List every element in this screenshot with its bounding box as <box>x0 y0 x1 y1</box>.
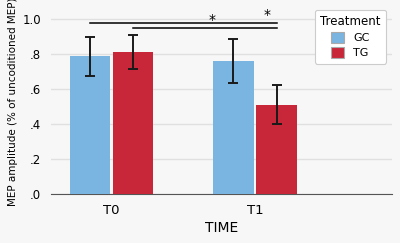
Bar <box>256 105 297 194</box>
Bar <box>213 61 254 194</box>
Legend: GC, TG: GC, TG <box>314 10 386 63</box>
Y-axis label: MEP amplitude (% of uncoditioned MEP): MEP amplitude (% of uncoditioned MEP) <box>8 0 18 206</box>
X-axis label: TIME: TIME <box>205 221 238 235</box>
Text: *: * <box>208 13 216 27</box>
Text: *: * <box>263 8 270 22</box>
Bar <box>113 52 153 194</box>
Bar <box>70 56 110 194</box>
